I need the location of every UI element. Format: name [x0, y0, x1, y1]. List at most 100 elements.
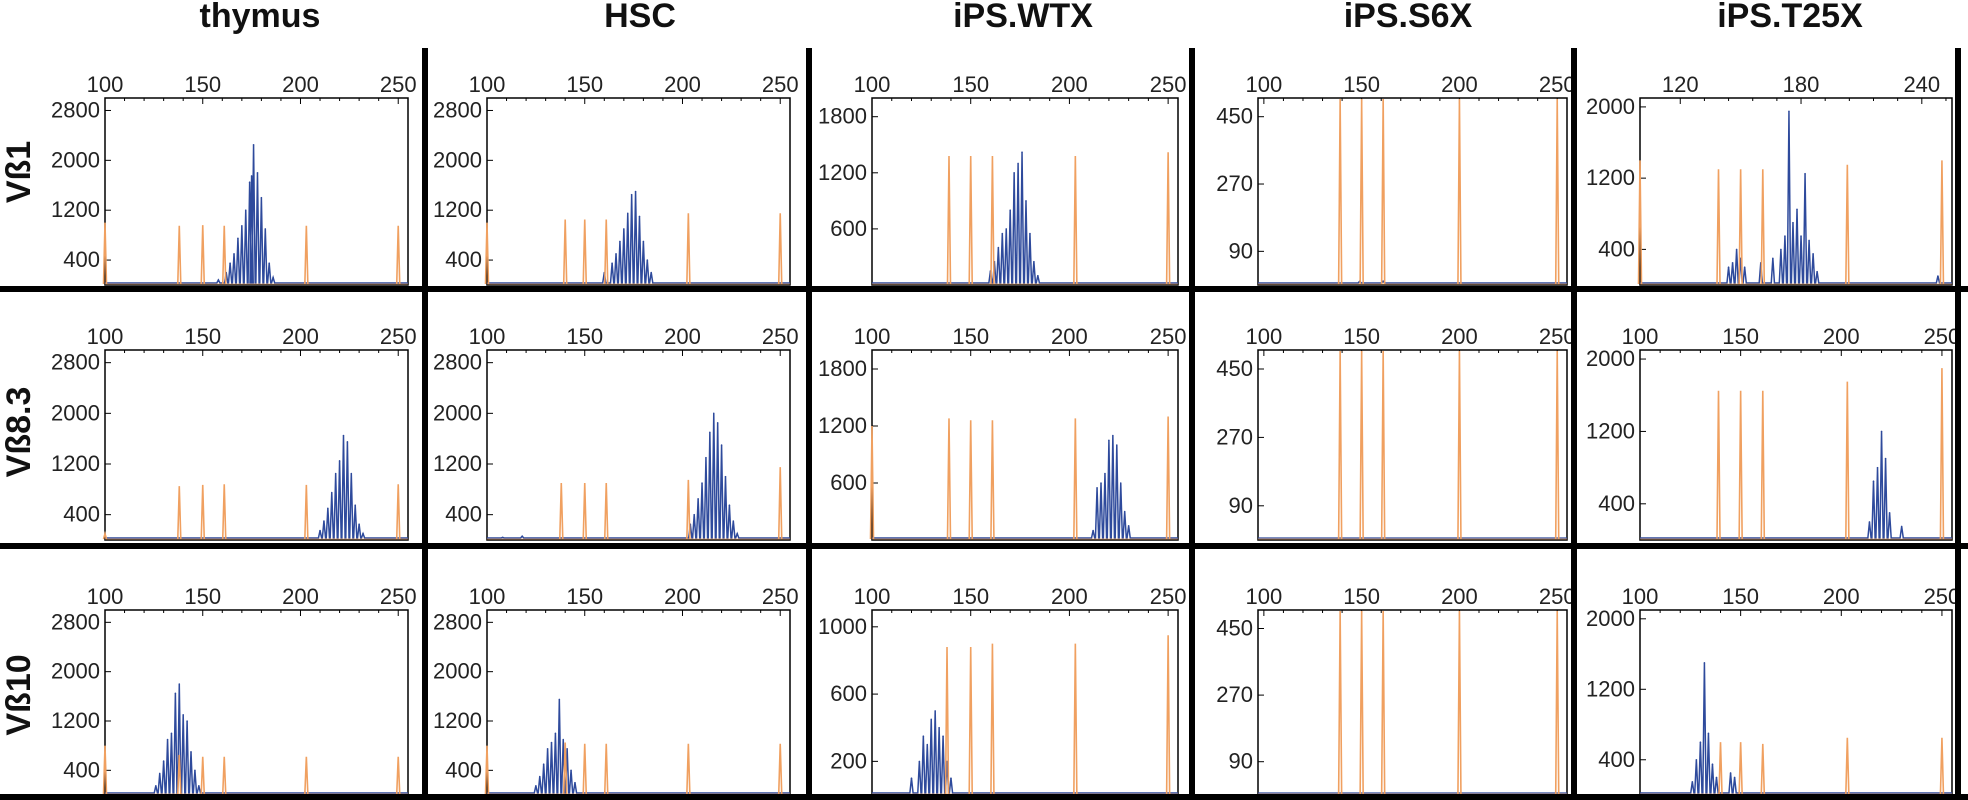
size-standard-peak: [1165, 635, 1171, 795]
x-tick-label: 100: [1246, 72, 1283, 97]
sample-peak: [1780, 248, 1782, 251]
y-tick-label: 1200: [818, 160, 867, 185]
sample-peak: [248, 181, 251, 183]
size-standard-peak: [1073, 155, 1078, 285]
panel-v-8-3-thymus: 100 150 200 250 2800 2000 1200 400: [51, 324, 417, 541]
sample-peak: [930, 718, 933, 721]
size-standard-peak: [1457, 98, 1462, 285]
size-standard-peak: [946, 418, 952, 540]
sample-peak: [264, 228, 267, 230]
size-standard-peak: [176, 754, 182, 795]
row-titles: Vß1 Vß8.3 Vß10: [0, 141, 38, 736]
sample-peak: [256, 172, 259, 174]
sample-peak: [342, 434, 345, 437]
column-separator: [422, 48, 428, 800]
sample-peak: [546, 747, 549, 750]
size-standard-peak: [221, 756, 227, 795]
y-tick-label: 450: [1216, 616, 1253, 641]
sample-peak: [194, 769, 196, 772]
y-tick-label: 400: [63, 502, 100, 527]
sample-peak: [1033, 260, 1035, 263]
plot-frame: [1257, 97, 1568, 286]
sample-peak: [1127, 524, 1130, 527]
size-standard-peak: [1760, 743, 1766, 795]
sample-peak: [1729, 772, 1732, 774]
x-tick-label: 100: [1246, 324, 1283, 349]
x-tick-label: 200: [282, 584, 319, 609]
x-tick-label: 250: [1150, 584, 1187, 609]
sample-peak: [693, 513, 696, 516]
column-separator: [1955, 48, 1961, 800]
x-tick-label: 150: [566, 584, 603, 609]
size-standard-peak: [1337, 350, 1343, 540]
sample-peak: [697, 498, 699, 500]
y-tick-label: 270: [1216, 424, 1253, 449]
x-tick-label: 200: [1441, 324, 1478, 349]
size-standard-peak: [562, 742, 568, 795]
size-standard-peak: [558, 482, 564, 540]
size-standard-peak: [1380, 350, 1386, 540]
sample-peak: [319, 529, 321, 532]
size-standard-peak: [395, 756, 401, 795]
size-standard-peak: [968, 420, 974, 540]
size-standard-peak: [221, 225, 227, 285]
x-tick-label: 250: [380, 72, 417, 97]
sample-peak: [1792, 221, 1794, 224]
size-standard-peak: [304, 756, 309, 795]
sample-peak: [910, 777, 913, 779]
panel-v-8-3-ips-wtx: 100 150 200 250 1800 1200 600: [818, 324, 1186, 541]
sample-peak: [922, 735, 925, 737]
y-tick-label: 1200: [1586, 676, 1635, 701]
sample-peak: [934, 710, 936, 712]
size-standard-peak: [200, 756, 206, 795]
y-tick-label: 2800: [433, 350, 482, 375]
sample-peak: [642, 240, 645, 243]
sample-peak: [1888, 512, 1891, 514]
x-tick-label: 200: [1441, 584, 1478, 609]
size-standard-peak: [1939, 160, 1945, 285]
sample-peak: [1112, 434, 1114, 437]
x-tick-label: 100: [87, 584, 124, 609]
sample-peak: [615, 253, 617, 255]
y-tick-label: 90: [1229, 749, 1253, 774]
sample-peak: [190, 751, 192, 753]
sample-peak: [237, 237, 239, 240]
sample-peak: [1017, 162, 1019, 165]
sample-peak: [535, 784, 537, 787]
panel-v-10-ips-s6x: 100 150 200 250 450 270 90: [1216, 584, 1576, 796]
sample-peak: [260, 196, 263, 199]
x-tick-label: 250: [762, 324, 799, 349]
x-tick-label: 120: [1662, 72, 1699, 97]
x-tick-label: 200: [1823, 324, 1860, 349]
y-tick-label: 200: [830, 748, 867, 773]
sample-peak: [1009, 209, 1011, 211]
sample-peak: [1108, 439, 1110, 442]
sample-trace: [872, 710, 1178, 794]
sample-peak: [611, 262, 613, 264]
y-tick-label: 2800: [433, 609, 482, 634]
sample-peak: [272, 276, 274, 279]
sample-peak: [1123, 510, 1126, 513]
sample-trace: [105, 435, 408, 539]
size-standard-peak: [1359, 350, 1364, 540]
y-tick-label: 2000: [433, 147, 482, 172]
panel-v-10-hsc: 100 150 200 250 2800 2000 1200 400: [433, 584, 799, 796]
y-tick-label: 2000: [51, 659, 100, 684]
sample-peak: [1880, 430, 1883, 433]
size-standard-peak: [102, 745, 108, 795]
size-standard-peak: [686, 479, 691, 540]
y-tick-label: 600: [830, 681, 867, 706]
sample-peak: [1005, 228, 1008, 230]
sample-peak: [950, 777, 952, 779]
size-standard-peak: [395, 484, 401, 540]
size-standard-peak: [1738, 390, 1743, 540]
sample-peak: [938, 726, 940, 729]
sample-peak: [558, 698, 561, 701]
x-tick-label: 200: [1051, 72, 1088, 97]
y-tick-label: 400: [445, 247, 482, 272]
size-standard-peak: [1380, 98, 1386, 285]
x-tick-label: 150: [1722, 584, 1759, 609]
column-separator: [806, 48, 812, 800]
sample-peak: [327, 507, 329, 510]
y-tick-label: 450: [1216, 356, 1253, 381]
